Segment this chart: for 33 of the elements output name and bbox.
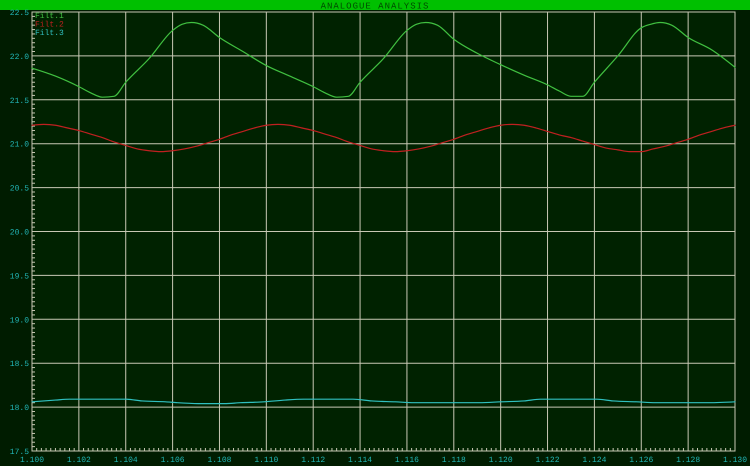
y-tick-label: 19.5 <box>10 272 30 282</box>
x-tick-label: 1.102 <box>66 456 92 465</box>
y-tick-label: 18.0 <box>10 404 30 414</box>
x-tick-label: 1.128 <box>676 456 700 465</box>
x-tick-label: 1.122 <box>536 456 560 465</box>
x-tick-label: 1.130 <box>722 456 748 465</box>
x-tick-label: 1.114 <box>348 456 372 465</box>
x-tick-label: 1.116 <box>394 456 420 465</box>
x-tick-label: 1.104 <box>114 456 138 465</box>
y-tick-label: 20.5 <box>10 184 30 194</box>
y-tick-label: 22.0 <box>10 52 30 62</box>
y-tick-label: 22.5 <box>10 9 30 18</box>
x-tick-label: 1.124 <box>582 456 607 465</box>
y-tick-label: 21.0 <box>10 140 30 150</box>
x-tick-label: 1.110 <box>254 456 279 465</box>
x-tick-label: 1.112 <box>301 456 326 465</box>
y-tick-label: 21.5 <box>10 96 30 106</box>
text: Filt.3 <box>35 29 64 38</box>
x-tick-label: 1.126 <box>629 456 654 465</box>
y-tick-label: 17.5 <box>10 448 30 457</box>
line-series <box>31 124 736 152</box>
chart-title: ANALOGUE ANALYSIS <box>320 2 430 12</box>
line-series <box>31 22 736 98</box>
y-tick-label: 18.5 <box>10 360 30 370</box>
text: Filt.1 <box>35 12 64 21</box>
x-tick-label: 1.108 <box>207 456 232 465</box>
x-tick-label: 1.120 <box>488 456 513 465</box>
text: Filt.2 <box>35 20 64 30</box>
y-tick-label: 19.0 <box>10 316 30 326</box>
y-tick-label: 20.0 <box>10 228 30 238</box>
x-tick-label: 1.106 <box>160 456 185 465</box>
x-tick-label: 1.118 <box>442 456 466 465</box>
x-tick-label: 1.100 <box>20 456 44 465</box>
